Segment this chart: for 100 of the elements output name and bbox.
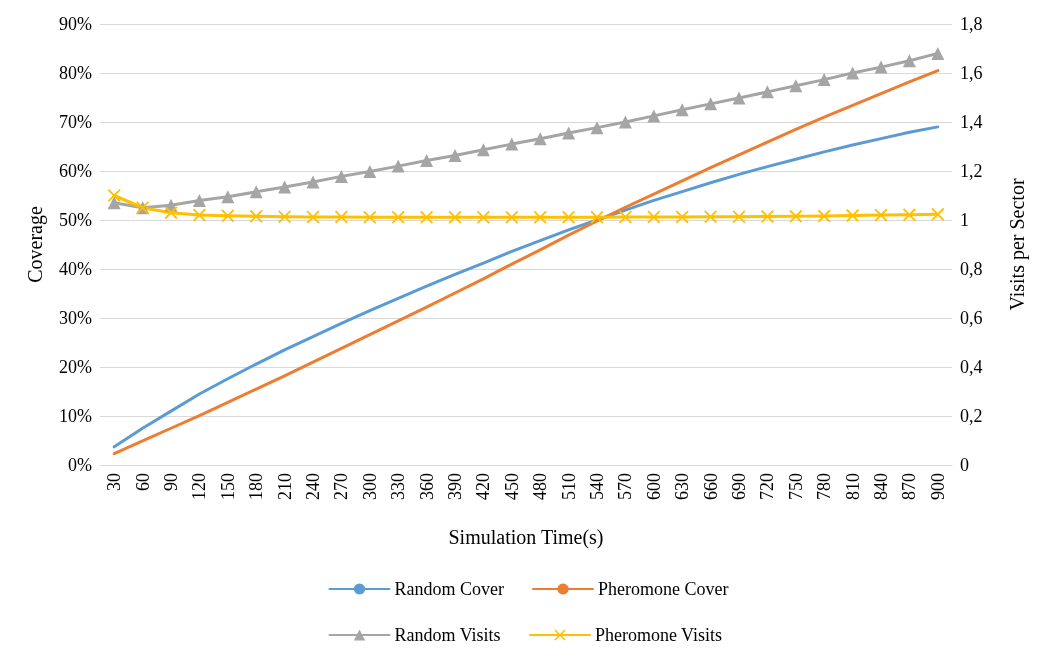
y-tick-label: 50% xyxy=(59,210,92,230)
x-tick-label: 840 xyxy=(871,473,891,500)
point xyxy=(448,210,462,224)
point xyxy=(647,210,661,224)
point xyxy=(732,91,746,105)
x-tick-label: 630 xyxy=(672,473,693,500)
point xyxy=(874,60,888,74)
y-tick-label: 20% xyxy=(59,357,92,377)
point xyxy=(846,209,860,223)
point xyxy=(448,149,462,163)
point xyxy=(931,46,945,60)
x-axis-title: Simulation Time(s) xyxy=(448,526,604,549)
x-tick-label: 150 xyxy=(217,473,238,500)
x-tick-label: 240 xyxy=(303,473,323,500)
legend-label: Pheromone Visits xyxy=(594,625,723,645)
y-tick-label: 40% xyxy=(59,259,92,279)
point xyxy=(760,210,774,224)
point xyxy=(704,97,718,111)
point xyxy=(363,210,377,224)
x-tick-label: 90 xyxy=(161,473,181,491)
point xyxy=(789,209,803,223)
y2-tick-label: 0,4 xyxy=(960,357,983,377)
point xyxy=(760,85,774,99)
y2-tick-label: 1,2 xyxy=(960,161,983,181)
x-tick-label: 390 xyxy=(445,473,465,500)
x-tick-label: 540 xyxy=(587,473,607,500)
y2-tick-label: 0,6 xyxy=(960,308,983,328)
x-tick-label: 300 xyxy=(359,473,380,500)
point xyxy=(249,185,263,199)
x-tick-label: 360 xyxy=(416,473,437,500)
x-tick-label: 210 xyxy=(274,473,295,500)
point xyxy=(249,209,263,223)
x-tick-label: 660 xyxy=(700,473,721,500)
x-tick-label: 600 xyxy=(643,473,664,500)
y2-tick-label: 1,4 xyxy=(960,112,983,132)
legend-label: Pheromone Cover xyxy=(598,579,729,599)
point xyxy=(221,190,235,204)
point xyxy=(562,126,576,140)
point xyxy=(505,137,519,151)
point xyxy=(675,210,689,224)
point xyxy=(391,159,405,173)
point xyxy=(420,210,434,224)
point xyxy=(476,210,490,224)
y-axis-title: Coverage xyxy=(24,206,47,283)
x-tick-label: 750 xyxy=(785,473,806,500)
x-tick-label: 60 xyxy=(132,473,153,491)
point xyxy=(391,210,405,224)
point xyxy=(107,196,121,210)
y-tick-label: 70% xyxy=(59,112,92,132)
point xyxy=(533,210,547,224)
x-tick-label: 810 xyxy=(842,473,863,500)
point xyxy=(533,132,547,146)
y-tick-label: 90% xyxy=(59,14,92,34)
point xyxy=(931,207,945,221)
x-tick-label: 480 xyxy=(530,473,551,500)
point xyxy=(817,209,831,223)
point xyxy=(420,153,434,167)
point xyxy=(192,193,206,207)
y-tick-label: 30% xyxy=(59,308,92,328)
point xyxy=(505,210,519,224)
point xyxy=(618,115,632,129)
x-tick-label: 450 xyxy=(501,473,522,500)
y-tick-label: 10% xyxy=(59,406,92,426)
point xyxy=(107,189,121,202)
legend-label: Random Visits xyxy=(394,625,501,645)
legend-label: Random Cover xyxy=(394,579,505,599)
point xyxy=(590,210,604,224)
y-tick-label: 60% xyxy=(59,161,92,181)
y2-axis-title: Visits per Sector xyxy=(1006,178,1029,311)
y2-tick-label: 0 xyxy=(960,455,969,475)
point xyxy=(334,169,348,183)
x-tick-label: 870 xyxy=(899,473,920,500)
point xyxy=(874,208,888,222)
point xyxy=(306,210,320,224)
line-series xyxy=(112,69,940,456)
x-tick-label: 780 xyxy=(814,473,835,500)
x-tick-label: 120 xyxy=(189,473,210,500)
x-tick-label: 690 xyxy=(729,473,749,500)
y2-tick-label: 0,2 xyxy=(960,406,983,426)
point xyxy=(221,209,235,223)
x-tick-label: 180 xyxy=(246,473,267,500)
point xyxy=(902,208,916,222)
x-tick-label: 720 xyxy=(757,473,778,500)
y2-tick-label: 1 xyxy=(960,210,969,230)
x-tick-label: 330 xyxy=(388,473,409,500)
line-series xyxy=(112,125,940,449)
point xyxy=(902,54,916,68)
point xyxy=(789,79,803,93)
point xyxy=(306,175,320,189)
point xyxy=(476,143,490,157)
x-tick-label: 570 xyxy=(615,473,636,500)
point xyxy=(590,121,604,135)
y-tick-label: 0% xyxy=(68,455,92,475)
y2-tick-label: 1,8 xyxy=(960,14,983,34)
point xyxy=(817,73,831,87)
y2-tick-label: 1,6 xyxy=(960,63,983,83)
point xyxy=(846,66,860,80)
point xyxy=(363,164,377,178)
point xyxy=(675,103,689,117)
point xyxy=(732,210,746,224)
